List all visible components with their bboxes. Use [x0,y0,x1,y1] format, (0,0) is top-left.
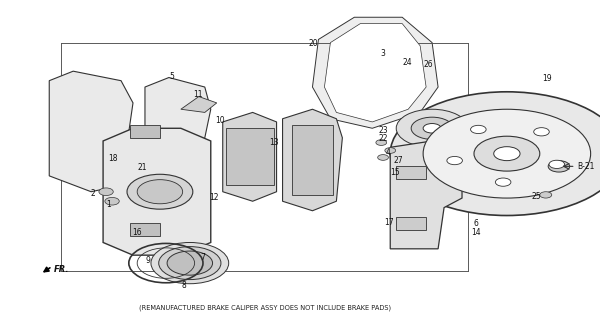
Circle shape [549,160,564,168]
Text: 16: 16 [132,228,141,236]
Text: 27: 27 [393,156,403,165]
Circle shape [396,109,468,147]
Text: 20: 20 [309,39,319,48]
Text: 19: 19 [542,74,552,83]
Text: 7: 7 [201,253,206,262]
Circle shape [385,148,395,153]
Circle shape [411,117,453,140]
Circle shape [390,92,601,215]
Circle shape [494,147,520,161]
Circle shape [540,192,552,198]
Text: 2: 2 [91,189,96,198]
Polygon shape [282,109,343,211]
Circle shape [495,178,511,186]
Text: FR.: FR. [54,265,70,274]
Polygon shape [390,141,462,249]
Text: 5: 5 [169,72,174,81]
Circle shape [548,161,570,172]
Text: 15: 15 [390,168,400,177]
Text: 23: 23 [378,126,388,135]
Circle shape [423,124,441,133]
Text: 4: 4 [386,148,391,156]
Text: 1: 1 [107,200,111,209]
Text: B-21: B-21 [577,162,594,171]
Text: 11: 11 [193,90,203,99]
Text: 3: 3 [380,49,385,58]
Polygon shape [103,128,211,255]
Text: 14: 14 [471,228,481,237]
Polygon shape [325,24,426,122]
Text: 10: 10 [215,116,225,125]
Text: 21: 21 [138,164,147,172]
Text: 22: 22 [378,134,388,143]
Circle shape [447,156,462,165]
Text: 12: 12 [209,193,219,202]
Circle shape [423,109,591,198]
Circle shape [474,136,540,171]
Polygon shape [130,223,160,236]
Circle shape [376,140,386,145]
Text: 25: 25 [532,192,542,201]
Polygon shape [145,77,211,173]
Polygon shape [49,71,133,192]
Text: 17: 17 [384,218,394,227]
Polygon shape [181,97,217,112]
Polygon shape [396,166,426,179]
Text: (REMANUFACTURED BRAKE CALIPER ASSY DOES NOT INCLUDE BRAKE PADS): (REMANUFACTURED BRAKE CALIPER ASSY DOES … [139,304,391,311]
Circle shape [159,247,221,280]
Polygon shape [313,17,438,128]
Text: 18: 18 [108,154,117,163]
Circle shape [137,180,183,204]
Circle shape [127,174,193,209]
Circle shape [534,128,549,136]
Text: 8: 8 [182,281,186,291]
Text: 6: 6 [474,219,478,228]
Circle shape [105,197,119,205]
Circle shape [151,243,229,284]
Circle shape [471,125,486,133]
Polygon shape [223,112,276,201]
Text: 9: 9 [145,256,150,265]
Polygon shape [226,128,273,185]
Text: 24: 24 [402,58,412,67]
Circle shape [99,188,113,196]
Text: 13: 13 [269,138,278,147]
Polygon shape [396,217,426,230]
Polygon shape [291,125,334,195]
Text: 26: 26 [423,60,433,69]
Polygon shape [130,125,160,138]
Circle shape [377,155,388,160]
Circle shape [167,251,213,275]
